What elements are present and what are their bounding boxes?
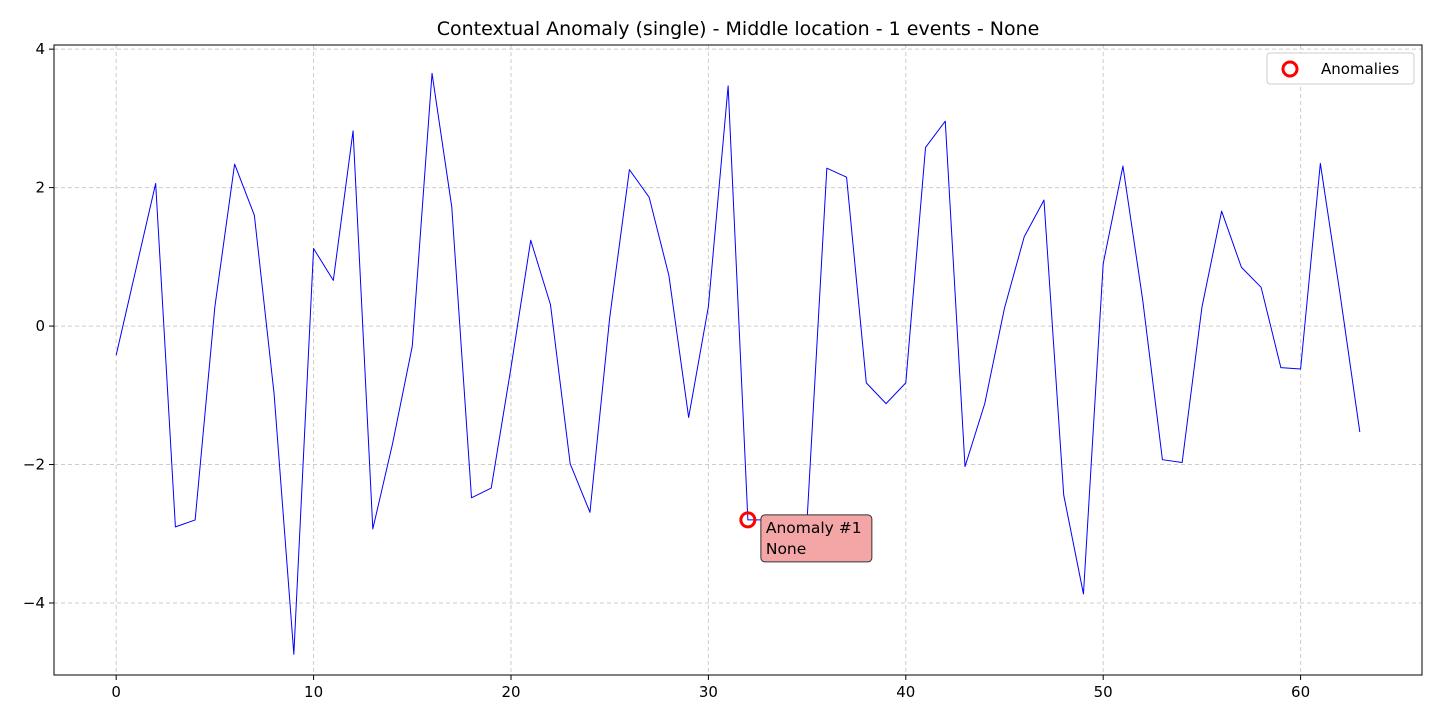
axes [53, 44, 1423, 676]
plot-frame [53, 44, 1423, 676]
y-tick-label: 4 [35, 40, 45, 58]
tick-layer: 0 10 20 30 40 50 60 −4 −2 0 2 4 [23, 40, 1310, 701]
y-tick-label: 2 [35, 179, 45, 197]
x-tick-label: 30 [699, 683, 718, 701]
x-tick-label: 50 [1094, 683, 1113, 701]
y-tick-label: 0 [35, 317, 45, 335]
legend: Anomalies [1266, 52, 1415, 85]
anomaly-layer: Anomaly #1 None [739, 511, 873, 563]
series-line [115, 72, 1361, 655]
legend-anomaly-marker-icon [1281, 60, 1299, 78]
legend-label-anomalies: Anomalies [1321, 60, 1399, 78]
anomaly-annotation-title: Anomaly #1 [766, 519, 862, 537]
x-tick-label: 40 [896, 683, 915, 701]
y-tick-label: −2 [23, 456, 45, 474]
anomaly-annotation-detail: None [766, 540, 806, 558]
x-tick-label: 20 [501, 683, 520, 701]
y-tick-label: −4 [23, 594, 45, 612]
anomaly-marker [739, 511, 757, 529]
anomaly-annotation-box [760, 514, 873, 563]
x-tick-label: 10 [304, 683, 323, 701]
legend-box [1266, 52, 1415, 85]
x-tick-label: 60 [1291, 683, 1310, 701]
chart-title: Contextual Anomaly (single) - Middle loc… [437, 18, 1040, 40]
x-tick-label: 0 [111, 683, 121, 701]
grid-lines [54, 45, 1422, 675]
series-layer [115, 72, 1361, 655]
